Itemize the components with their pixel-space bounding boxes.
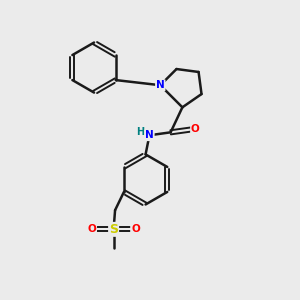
Text: N: N (145, 130, 154, 140)
Text: S: S (109, 223, 118, 236)
Text: O: O (191, 124, 200, 134)
Text: H: H (136, 127, 144, 137)
Text: N: N (156, 80, 165, 90)
Text: O: O (87, 224, 96, 234)
Text: O: O (131, 224, 140, 234)
